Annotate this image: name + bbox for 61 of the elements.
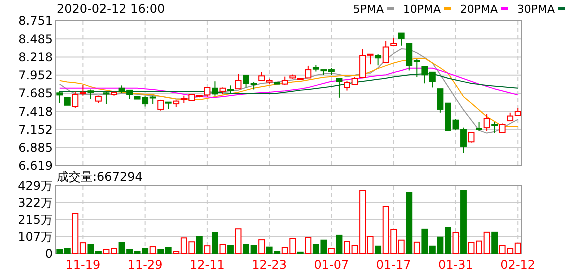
candlestick — [484, 114, 490, 132]
bar — [414, 242, 420, 254]
x-tick-label: 02-12 — [500, 258, 536, 272]
legend-label: 10PMA — [403, 3, 442, 16]
y-tick-label: 429万 — [18, 179, 53, 194]
y-tick-label: 322万 — [18, 196, 53, 210]
candlestick — [56, 90, 64, 104]
y-tick-label: 215万 — [18, 213, 53, 228]
candlestick — [336, 78, 343, 98]
bar — [452, 232, 460, 254]
legend-label: 5PMA — [353, 3, 384, 16]
bar — [328, 248, 335, 254]
bar — [305, 237, 312, 254]
y-tick-label: 6.619 — [18, 159, 53, 174]
bar — [235, 228, 242, 254]
candlestick — [476, 122, 482, 132]
y-tick-label: 107万 — [18, 230, 53, 244]
candlestick — [460, 127, 467, 154]
y-tick-label: 8.751 — [18, 14, 53, 28]
y-tick-label: 0 — [45, 247, 53, 262]
bar — [220, 244, 226, 254]
y-tick-label: 7.952 — [18, 68, 53, 83]
bar — [150, 246, 156, 254]
y-tick-label: 7.685 — [18, 86, 53, 101]
candlestick — [204, 86, 211, 98]
candlestick — [375, 54, 382, 66]
bar — [460, 190, 467, 254]
candlestick — [235, 74, 242, 90]
x-tick-label: 01-07 — [314, 258, 350, 272]
candlestick — [398, 32, 405, 46]
bar — [212, 232, 218, 254]
candlestick — [468, 132, 475, 144]
chart-title: 2020-02-12 16:00 — [57, 2, 166, 16]
y-tick-label: 7.152 — [18, 122, 53, 137]
x-tick-label: 11-29 — [128, 258, 163, 272]
y-tick-label: 7.418 — [18, 104, 53, 119]
y-tick-label: 8.218 — [18, 50, 53, 64]
y-tick-label: 6.885 — [18, 141, 53, 156]
y-tick-label: 8.485 — [18, 32, 53, 46]
candlestick — [72, 91, 79, 109]
x-tick-label: 11-19 — [66, 258, 101, 272]
bar — [406, 192, 413, 254]
legend-label: 30PMA — [517, 3, 556, 16]
bar — [204, 246, 211, 254]
bar — [336, 234, 343, 254]
candlestick — [88, 89, 94, 100]
x-tick-label: 01-17 — [376, 258, 412, 272]
bar — [228, 245, 234, 254]
legend-label: 20PMA — [460, 3, 498, 16]
candlestick — [80, 84, 86, 96]
bar — [196, 236, 203, 254]
candlestick — [492, 122, 498, 134]
chart-title: 成交量:667294 — [57, 170, 143, 184]
bar — [258, 240, 266, 254]
bar — [375, 246, 382, 254]
candlestick — [382, 40, 390, 64]
x-tick-label: 12-23 — [252, 258, 288, 272]
x-tick-label: 12-11 — [190, 258, 225, 272]
x-tick-label: 01-31 — [438, 258, 474, 272]
candlestick — [212, 81, 218, 96]
bar — [492, 232, 498, 254]
